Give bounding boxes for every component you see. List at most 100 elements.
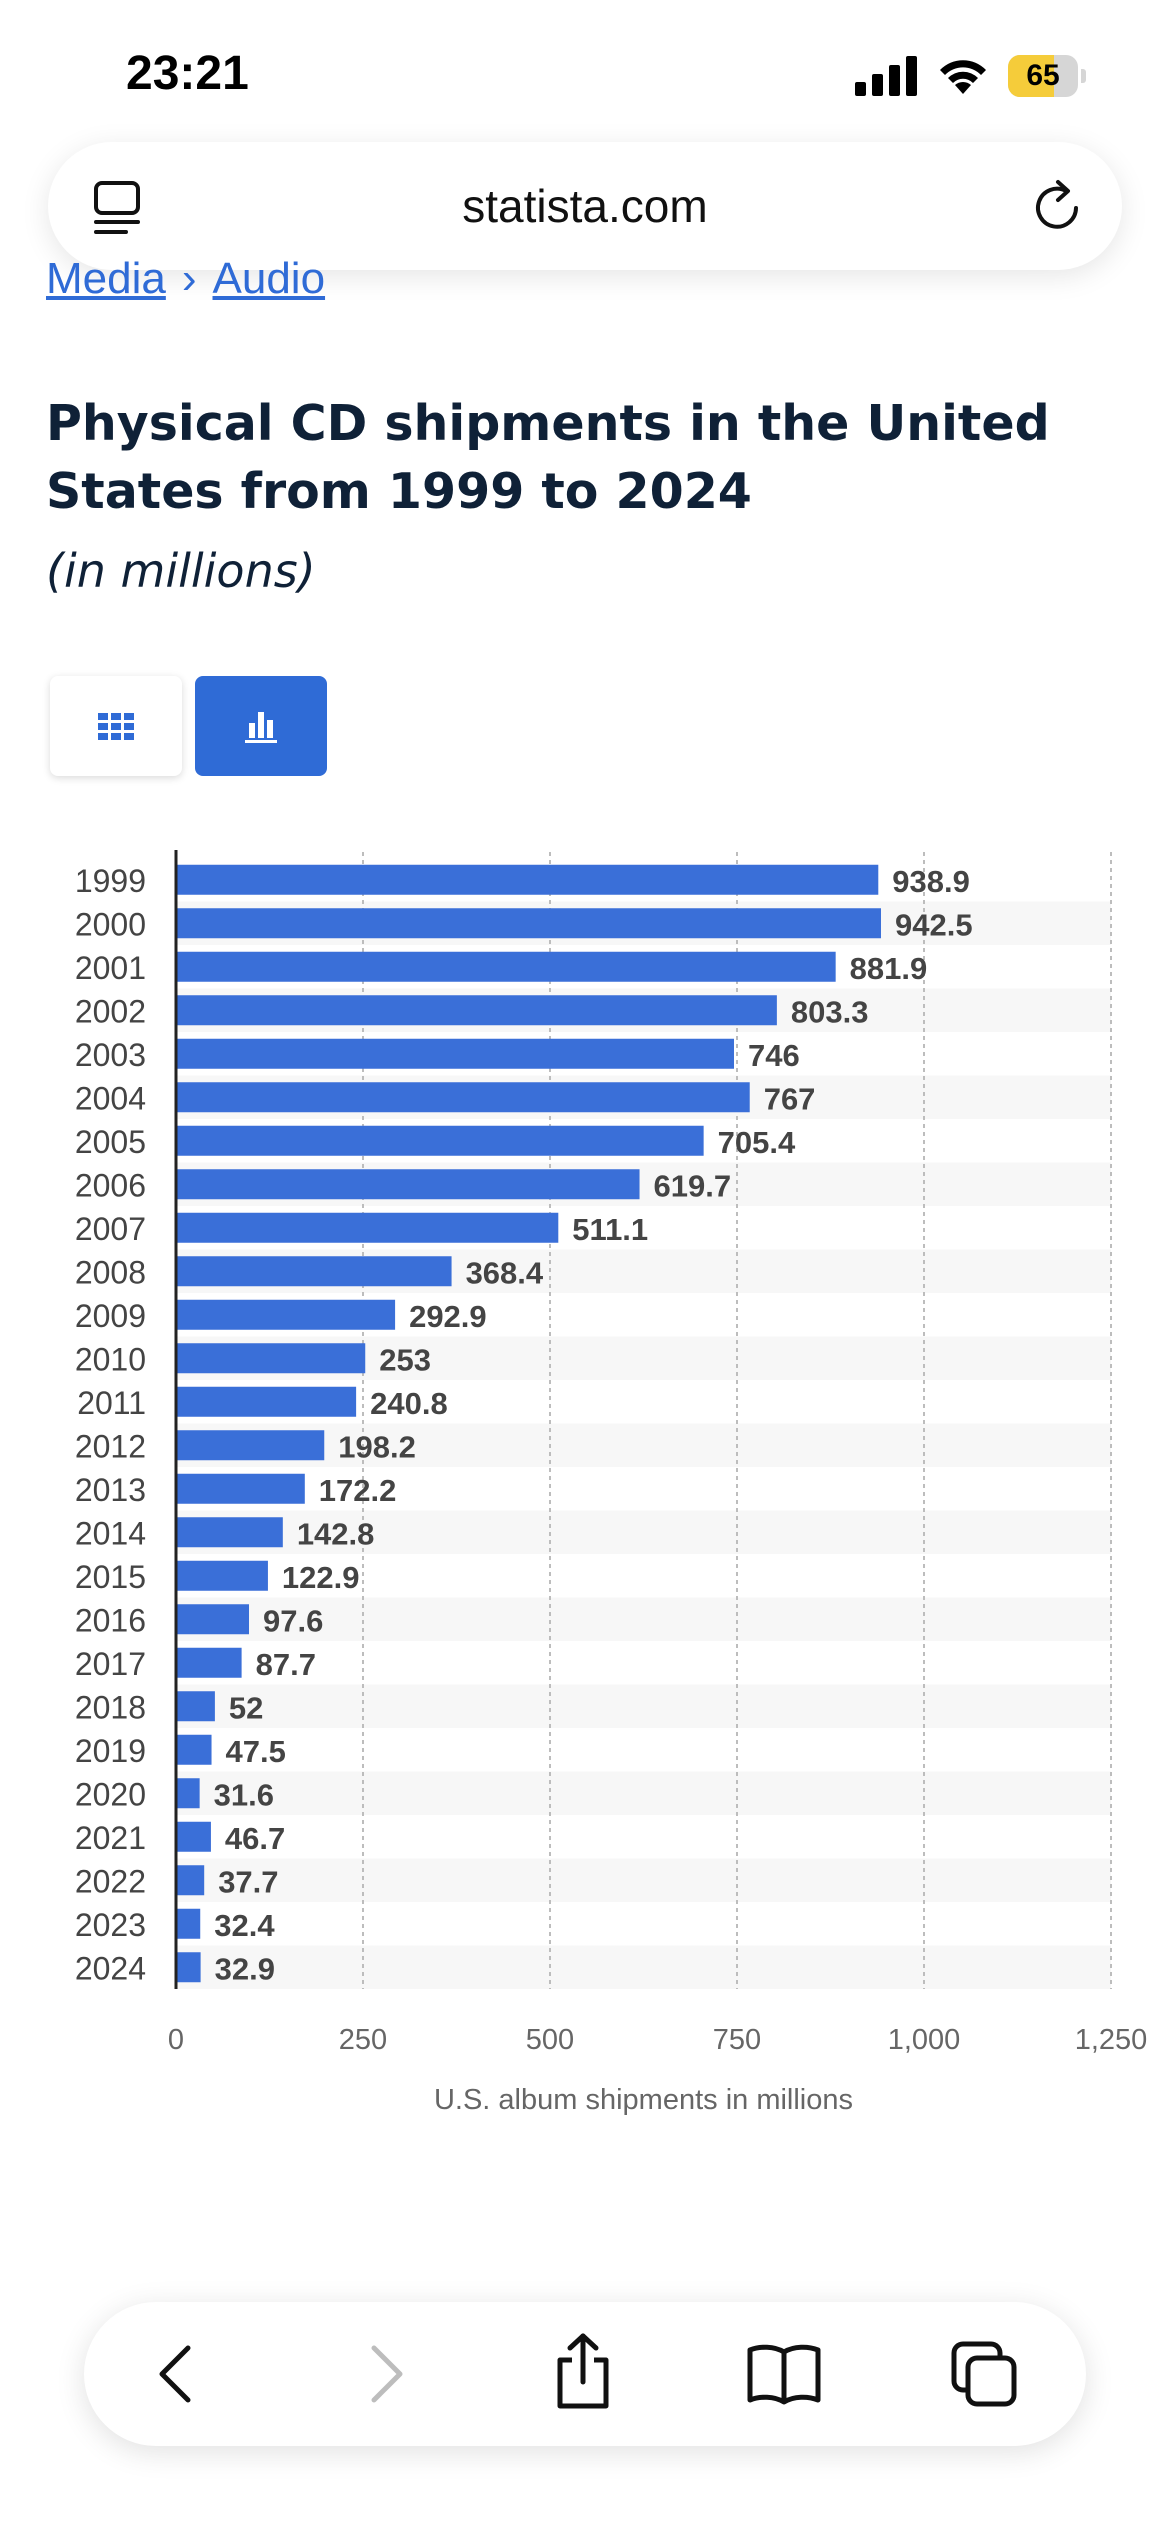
value-label-2006: 619.7 bbox=[654, 1168, 732, 1203]
bar-2006 bbox=[176, 1169, 640, 1200]
value-label-2011: 240.8 bbox=[370, 1386, 448, 1421]
year-label-2020: 2020 bbox=[75, 1776, 146, 1812]
year-label-2007: 2007 bbox=[75, 1211, 146, 1247]
row-band bbox=[176, 1945, 1111, 1989]
address-bar[interactable]: statista.com bbox=[48, 142, 1122, 270]
year-label-2019: 2019 bbox=[75, 1733, 146, 1769]
year-label-2000: 2000 bbox=[75, 906, 146, 942]
value-label-2009: 292.9 bbox=[409, 1299, 487, 1334]
year-label-2014: 2014 bbox=[75, 1515, 146, 1551]
value-label-2010: 253 bbox=[379, 1342, 431, 1377]
year-label-2016: 2016 bbox=[75, 1602, 146, 1638]
year-label-2013: 2013 bbox=[75, 1472, 146, 1508]
value-label-2019: 47.5 bbox=[226, 1734, 286, 1769]
year-label-2021: 2021 bbox=[75, 1820, 146, 1856]
bar-2018 bbox=[176, 1691, 215, 1722]
value-label-2004: 767 bbox=[764, 1081, 816, 1116]
breadcrumb-media-link[interactable]: Media bbox=[46, 254, 166, 303]
reload-icon[interactable] bbox=[1032, 178, 1084, 234]
value-label-2008: 368.4 bbox=[466, 1255, 544, 1290]
value-label-2014: 142.8 bbox=[297, 1516, 375, 1551]
bar-2012 bbox=[176, 1430, 325, 1461]
bar-2007 bbox=[176, 1212, 559, 1243]
forward-icon[interactable] bbox=[354, 2340, 414, 2408]
value-label-1999: 938.9 bbox=[892, 864, 970, 899]
value-label-2007: 511.1 bbox=[572, 1212, 648, 1247]
wifi-icon bbox=[940, 60, 986, 94]
year-label-2009: 2009 bbox=[75, 1298, 146, 1334]
tabs-menu-icon[interactable] bbox=[92, 180, 146, 236]
year-label-2008: 2008 bbox=[75, 1254, 146, 1290]
x-tick-label: 500 bbox=[526, 2024, 574, 2056]
status-time: 23:21 bbox=[126, 47, 249, 100]
chart-view-icon bbox=[245, 712, 277, 743]
year-label-2005: 2005 bbox=[75, 1124, 146, 1160]
year-label-2015: 2015 bbox=[75, 1559, 146, 1595]
year-label-1999: 1999 bbox=[75, 863, 146, 899]
value-label-2018: 52 bbox=[229, 1690, 263, 1725]
bar-2016 bbox=[176, 1604, 250, 1635]
year-label-2001: 2001 bbox=[75, 950, 146, 986]
value-label-2024: 32.9 bbox=[215, 1951, 275, 1986]
year-label-2006: 2006 bbox=[75, 1167, 146, 1203]
bookmarks-icon[interactable] bbox=[746, 2340, 822, 2408]
x-tick-label: 250 bbox=[339, 2024, 387, 2056]
bar-1999 bbox=[176, 864, 879, 895]
row-band bbox=[176, 1597, 1111, 1641]
tabs-icon[interactable] bbox=[950, 2340, 1020, 2408]
bar-2013 bbox=[176, 1473, 305, 1504]
row-band bbox=[176, 1858, 1111, 1902]
value-label-2000: 942.5 bbox=[895, 907, 973, 942]
bar-2017 bbox=[176, 1647, 242, 1678]
year-label-2022: 2022 bbox=[75, 1863, 146, 1899]
breadcrumb-audio-link[interactable]: Audio bbox=[212, 254, 326, 303]
bar-2021 bbox=[176, 1821, 211, 1852]
bar-2000 bbox=[176, 908, 881, 939]
bar-2003 bbox=[176, 1038, 735, 1069]
bar-2023 bbox=[176, 1908, 201, 1939]
breadcrumb-separator: › bbox=[181, 254, 197, 303]
value-label-2016: 97.6 bbox=[263, 1603, 323, 1638]
year-label-2017: 2017 bbox=[75, 1646, 146, 1682]
cellular-signal-icon bbox=[855, 56, 917, 96]
row-band bbox=[176, 1423, 1111, 1467]
value-label-2003: 746 bbox=[748, 1038, 800, 1073]
year-label-2003: 2003 bbox=[75, 1037, 146, 1073]
bar-2002 bbox=[176, 995, 777, 1026]
bottom-toolbar bbox=[84, 2302, 1086, 2446]
year-label-2018: 2018 bbox=[75, 1689, 146, 1725]
value-label-2021: 46.7 bbox=[225, 1821, 285, 1856]
x-tick-label: 0 bbox=[168, 2024, 184, 2056]
year-label-2010: 2010 bbox=[75, 1341, 146, 1377]
share-icon[interactable] bbox=[548, 2332, 618, 2410]
page-subtitle: (in millions) bbox=[46, 544, 316, 598]
breadcrumb: Media › Audio bbox=[46, 254, 325, 304]
x-tick-label: 1,000 bbox=[888, 2024, 961, 2056]
table-view-button[interactable] bbox=[50, 676, 182, 776]
url-text: statista.com bbox=[462, 180, 708, 232]
page-title: Physical CD shipments in the United Stat… bbox=[46, 395, 1050, 520]
back-icon[interactable] bbox=[148, 2340, 208, 2408]
bar-2004 bbox=[176, 1082, 750, 1113]
chart-view-button[interactable] bbox=[195, 676, 327, 776]
bar-2014 bbox=[176, 1517, 283, 1548]
bar-2015 bbox=[176, 1560, 268, 1591]
bar-2001 bbox=[176, 951, 836, 982]
bar-2008 bbox=[176, 1256, 452, 1287]
value-label-2020: 31.6 bbox=[214, 1777, 274, 1812]
value-label-2023: 32.4 bbox=[214, 1908, 275, 1943]
row-band bbox=[176, 1684, 1111, 1728]
x-tick-label: 1,250 bbox=[1075, 2024, 1148, 2056]
bar-2019 bbox=[176, 1734, 212, 1765]
value-label-2001: 881.9 bbox=[850, 951, 928, 986]
value-label-2005: 705.4 bbox=[718, 1125, 796, 1160]
bar-2020 bbox=[176, 1778, 200, 1809]
x-axis-title: U.S. album shipments in millions bbox=[434, 2084, 853, 2116]
value-label-2017: 87.7 bbox=[256, 1647, 316, 1682]
year-label-2004: 2004 bbox=[75, 1080, 146, 1116]
value-label-2013: 172.2 bbox=[319, 1473, 397, 1508]
year-label-2023: 2023 bbox=[75, 1907, 146, 1943]
row-band bbox=[176, 1510, 1111, 1554]
row-band bbox=[176, 1771, 1111, 1815]
x-tick-label: 750 bbox=[713, 2024, 761, 2056]
